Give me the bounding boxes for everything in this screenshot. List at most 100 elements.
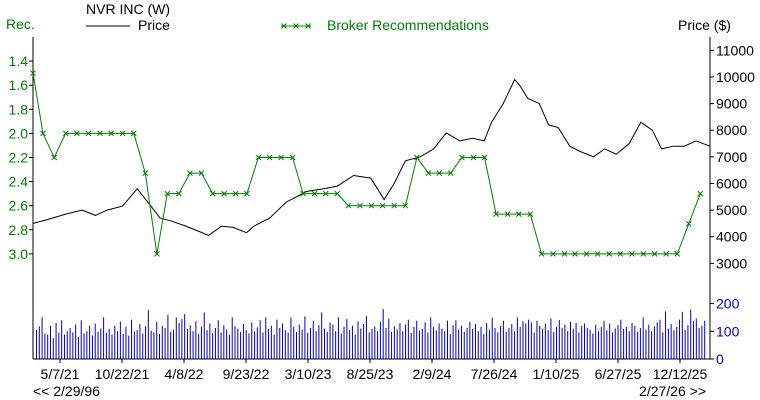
volume-bar [318,325,320,359]
volume-bar [240,331,242,359]
recommendation-marker [572,251,578,257]
volume-bar [502,320,504,359]
volume-bar [583,323,585,359]
volume-bar [161,325,163,359]
rec-tick-label: 1.6 [9,77,29,93]
volume-bar [365,315,367,359]
recommendation-marker [278,154,284,161]
range-start-label: << 2/29/96 [33,383,100,399]
volume-bar [648,324,650,359]
volume-bar [335,331,337,359]
volume-bar [396,329,398,359]
recommendation-marker [244,190,250,197]
volume-bar [119,321,121,359]
x-tick-label: 1/10/25 [533,366,580,382]
volume-bar [371,329,373,359]
x-tick-label: 9/23/22 [223,366,270,382]
volume-bar [270,325,272,359]
recommendation-line [32,73,701,255]
broker-legend-swatch [281,23,311,29]
volume-bar [91,335,93,359]
volume-bar [388,318,390,359]
volume-bar [340,333,342,359]
volume-bar [192,331,194,359]
volume-bar [659,319,661,359]
volume-bar [595,324,597,359]
volume-bar [343,326,345,359]
volume-bar [410,332,412,359]
volume-bar [103,317,105,359]
volume-bar [427,332,429,359]
volume-bar [145,326,147,359]
volume-bar [533,332,535,359]
volume-bar [337,317,339,359]
volume-bar [293,326,295,359]
volume-bar [75,324,77,359]
x-tick-label: 2/9/24 [413,366,452,382]
volume-bar [265,317,267,359]
volume-bar [312,320,314,359]
left-axis-ticks: 1.4 1.6 1.8 2.0 2.2 2.4 2.6 2.8 3.0 [9,53,33,262]
volume-bar [55,322,57,359]
volume-bar [382,309,384,359]
volume-bar [634,325,636,359]
volume-bar [80,320,82,359]
volume-bar [676,326,678,359]
recommendation-marker [266,154,273,161]
recommendation-marker [357,202,363,209]
price-legend-label: Price [138,17,170,33]
volume-bars [36,309,706,359]
x-tick-label: 3/10/23 [285,366,332,382]
volume-bar [52,338,54,359]
volume-bar [354,334,356,359]
recommendation-marker [561,251,568,257]
recommendation-marker [629,251,635,257]
volume-bar [393,326,395,359]
price-tick-label: 3000 [716,255,747,271]
volume-bar [500,325,502,359]
volume-bar [536,320,538,359]
volume-bar [61,320,63,359]
volume-bar [309,327,311,359]
volume-bar [245,330,247,359]
recommendation-marker [527,211,534,217]
volume-bar [273,334,275,359]
recommendation-marker [322,190,329,197]
volume-bar [606,330,608,359]
recommendation-marker [232,190,239,197]
rec-tick-label: 2.2 [9,149,29,165]
x-axis-ticks: 5/7/21 10/22/21 4/8/22 9/23/22 3/10/23 8/25/2… [41,359,707,382]
volume-bar [105,332,107,359]
x-tick-label: 8/25/23 [347,366,394,382]
volume-bar [279,327,281,359]
price-tick-label: 8000 [716,122,747,138]
price-line [32,78,711,236]
price-tick-label: 7000 [716,149,747,165]
volume-bar [111,334,113,359]
volume-bar [631,322,633,359]
volume-bar [256,327,258,359]
volume-bar [136,330,138,359]
volume-bar [329,322,331,359]
recommendation-marker [594,251,601,257]
volume-bar [550,318,552,359]
volume-bar [561,327,563,359]
volume-bar [94,323,96,359]
volume-bar [206,330,208,359]
volume-bar [617,325,619,359]
recommendation-marker [51,154,58,161]
volume-bar [203,312,205,359]
volume-bar [254,331,256,359]
volume-bar [687,325,689,359]
volume-bar [282,323,284,359]
volume-bar [332,324,334,359]
volume-bar [133,331,135,359]
volume-bar [673,330,675,359]
volume-bar [679,319,681,359]
volume-bar [69,327,71,359]
volume-bar [360,328,362,359]
recommendation-marker [30,70,36,76]
volume-bar [544,323,546,359]
volume-bar [525,323,527,359]
volume-bar [301,329,303,359]
